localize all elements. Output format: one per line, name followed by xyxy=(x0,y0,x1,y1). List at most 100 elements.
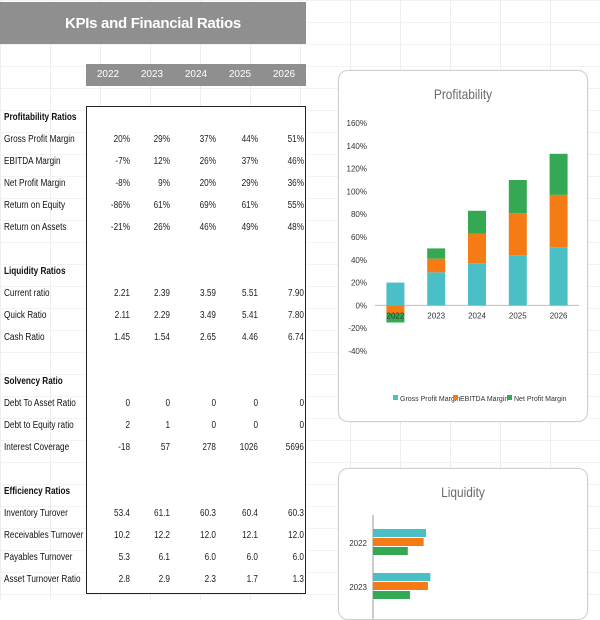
value-cell[interactable]: 0 xyxy=(253,398,258,409)
year-header-cell: 2025 xyxy=(228,69,252,80)
bar-segment xyxy=(508,213,527,256)
value-cell[interactable]: -18 xyxy=(118,442,130,453)
value-cell[interactable]: 61% xyxy=(153,200,170,211)
value-cell[interactable]: 0 xyxy=(253,420,258,431)
value-cell[interactable]: 0 xyxy=(211,398,216,409)
value-cell[interactable]: -21% xyxy=(110,222,130,233)
value-cell[interactable]: 61% xyxy=(241,200,258,211)
value-cell[interactable]: 36% xyxy=(287,178,304,189)
value-cell[interactable]: 26% xyxy=(199,156,216,167)
value-cell[interactable]: 44% xyxy=(241,134,258,145)
value-cell[interactable]: 10.2 xyxy=(114,530,130,541)
value-cell[interactable]: 60.3 xyxy=(200,508,216,519)
value-cell[interactable]: 0 xyxy=(125,398,130,409)
value-cell[interactable]: 0 xyxy=(211,420,216,431)
value-cell[interactable]: 51% xyxy=(287,134,304,145)
value-cell[interactable]: 12.1 xyxy=(242,530,258,541)
y-tick-label: 100% xyxy=(347,187,367,196)
bar-segment xyxy=(427,272,446,306)
value-cell[interactable]: 69% xyxy=(199,200,216,211)
value-cell[interactable]: 26% xyxy=(153,222,170,233)
row-label: Current ratio xyxy=(4,288,50,299)
x-tick-label: 2022 xyxy=(387,311,405,320)
value-cell[interactable]: -7% xyxy=(115,156,130,167)
value-cell[interactable]: 46% xyxy=(287,156,304,167)
year-header-cell: 2026 xyxy=(272,69,296,80)
value-cell[interactable]: 57 xyxy=(160,442,170,453)
value-cell[interactable]: 2.21 xyxy=(114,288,130,299)
value-cell[interactable]: 2 xyxy=(125,420,130,431)
value-cell[interactable]: 20% xyxy=(199,178,216,189)
value-cell[interactable]: -8% xyxy=(115,178,130,189)
value-cell[interactable]: 48% xyxy=(287,222,304,233)
value-cell[interactable]: 6.74 xyxy=(288,332,304,343)
section-heading: Profitability Ratios xyxy=(4,112,77,123)
bar-segment xyxy=(549,194,568,248)
value-cell[interactable]: 60.4 xyxy=(242,508,258,519)
profitability-chart-panel: Profitability -40% -20% 0% 20% 40% 60% 80% 100%… xyxy=(338,70,588,422)
value-cell[interactable]: 12.2 xyxy=(154,530,170,541)
value-cell[interactable]: 7.80 xyxy=(288,310,304,321)
year-header-cell: 2024 xyxy=(184,69,208,80)
value-cell[interactable]: 12.0 xyxy=(200,530,216,541)
value-cell[interactable]: 6.0 xyxy=(204,552,216,563)
value-cell[interactable]: 5.51 xyxy=(242,288,258,299)
bar-segment xyxy=(549,153,568,195)
value-cell[interactable]: 55% xyxy=(287,200,304,211)
value-cell[interactable]: 29% xyxy=(241,178,258,189)
value-cell[interactable]: 29% xyxy=(153,134,170,145)
y-tick-label: 20% xyxy=(351,279,367,288)
value-cell[interactable]: 5.3 xyxy=(118,552,130,563)
row-label: Gross Profit Margin xyxy=(4,134,75,145)
value-cell[interactable]: 60.3 xyxy=(288,508,304,519)
value-cell[interactable]: 1.54 xyxy=(154,332,170,343)
value-cell[interactable]: 1 xyxy=(165,420,170,431)
value-cell[interactable]: 12% xyxy=(153,156,170,167)
value-cell[interactable]: 0 xyxy=(299,398,304,409)
value-cell[interactable]: 2.11 xyxy=(114,310,130,321)
value-cell[interactable]: 5.41 xyxy=(242,310,258,321)
value-cell[interactable]: 2.8 xyxy=(118,574,130,585)
value-cell[interactable]: 2.29 xyxy=(154,310,170,321)
value-cell[interactable]: 46% xyxy=(199,222,216,233)
value-cell[interactable]: 7.90 xyxy=(288,288,304,299)
value-cell[interactable]: 5696 xyxy=(285,442,304,453)
bar-segment xyxy=(427,258,446,273)
y-tick-label: 0% xyxy=(355,301,367,310)
legend-label: Net Profit Margin xyxy=(514,396,567,403)
value-cell[interactable]: 49% xyxy=(241,222,258,233)
liquidity-bar xyxy=(373,538,424,546)
value-cell[interactable]: 6.0 xyxy=(246,552,258,563)
value-cell[interactable]: 9% xyxy=(158,178,170,189)
value-cell[interactable]: 2.65 xyxy=(200,332,216,343)
year-header-cell: 2023 xyxy=(140,69,164,80)
value-cell[interactable]: 278 xyxy=(202,442,216,453)
value-cell[interactable]: 1026 xyxy=(239,442,258,453)
value-cell[interactable]: 12.0 xyxy=(288,530,304,541)
value-cell[interactable]: 6.0 xyxy=(292,552,304,563)
value-cell[interactable]: 0 xyxy=(165,398,170,409)
value-cell[interactable]: 2.9 xyxy=(158,574,170,585)
value-cell[interactable]: 2.3 xyxy=(204,574,216,585)
row-label: Cash Ratio xyxy=(4,332,45,343)
row-label: Debt To Asset Ratio xyxy=(4,398,76,409)
value-cell[interactable]: 6.1 xyxy=(158,552,170,563)
value-cell[interactable]: 53.4 xyxy=(114,508,130,519)
value-cell[interactable]: 1.45 xyxy=(114,332,130,343)
value-cell[interactable]: 3.59 xyxy=(200,288,216,299)
value-cell[interactable]: -86% xyxy=(110,200,130,211)
value-cell[interactable]: 4.46 xyxy=(242,332,258,343)
value-cell[interactable]: 37% xyxy=(241,156,258,167)
value-cell[interactable]: 2.39 xyxy=(154,288,170,299)
value-cell[interactable]: 0 xyxy=(299,420,304,431)
value-cell[interactable]: 37% xyxy=(199,134,216,145)
y-tick-label: 60% xyxy=(351,233,367,242)
page-title: KPIs and Financial Ratios xyxy=(0,2,306,44)
value-cell[interactable]: 1.7 xyxy=(246,574,258,585)
value-cell[interactable]: 3.49 xyxy=(200,310,216,321)
value-cell[interactable]: 1.3 xyxy=(292,574,304,585)
row-label: Interest Coverage xyxy=(4,442,70,453)
value-cell[interactable]: 61.1 xyxy=(154,508,170,519)
row-label: Debt to Equity ratio xyxy=(4,420,74,431)
value-cell[interactable]: 20% xyxy=(113,134,130,145)
